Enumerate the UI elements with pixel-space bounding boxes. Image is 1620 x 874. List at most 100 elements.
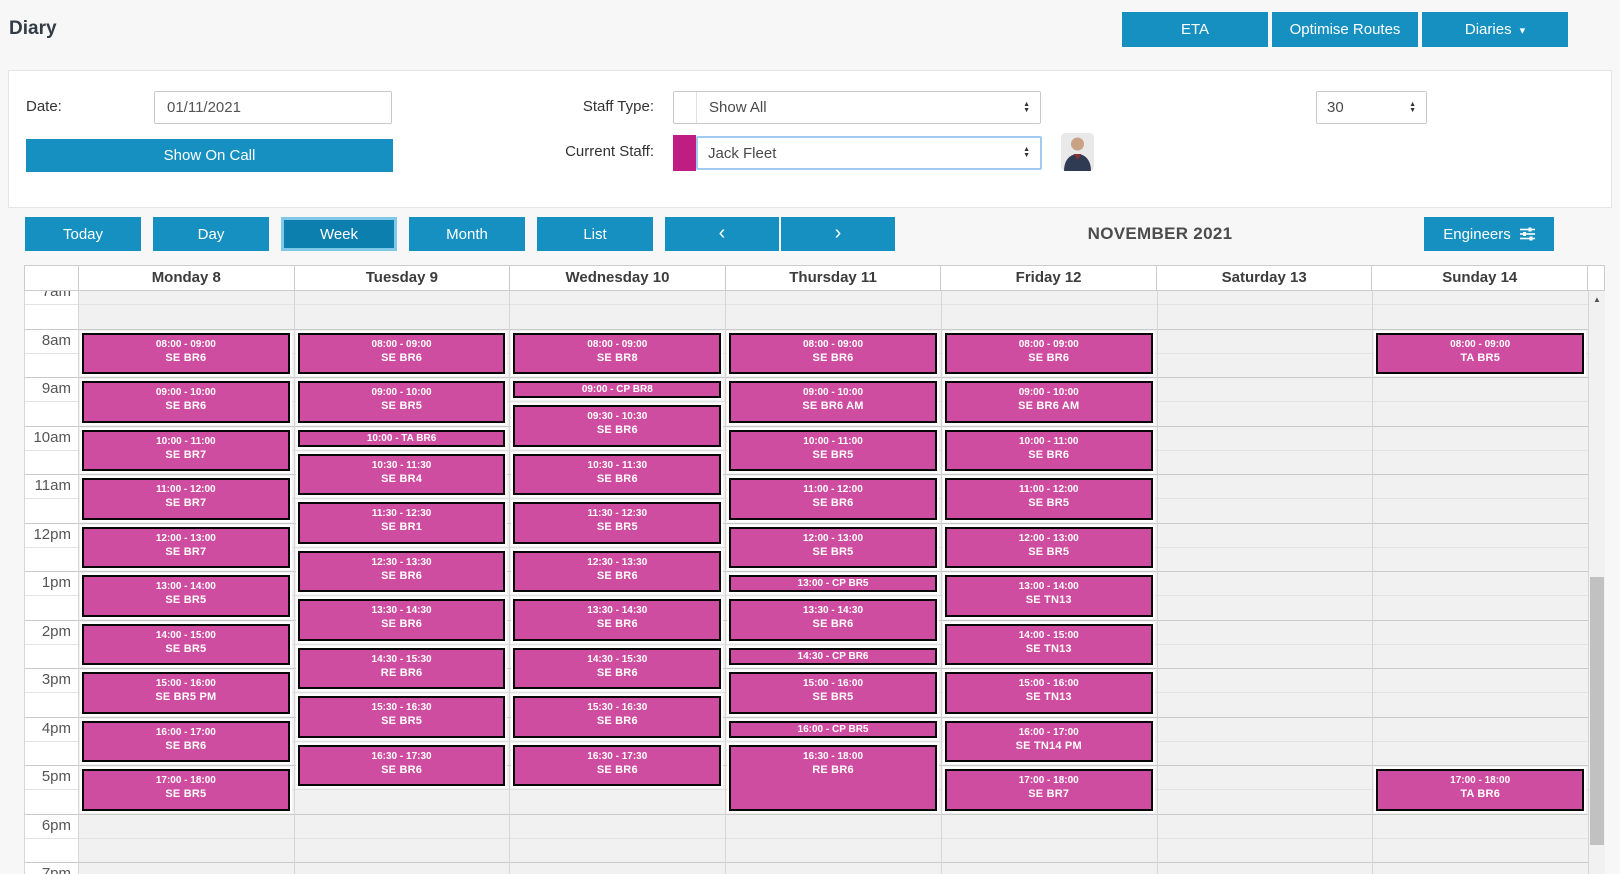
time-slot[interactable]: [79, 596, 294, 621]
calendar-event[interactable]: 09:00 - 10:00 SE BR5: [295, 379, 508, 425]
time-slot[interactable]: [1373, 669, 1589, 694]
time-slot[interactable]: [941, 402, 1157, 427]
time-slot[interactable]: [510, 718, 726, 742]
calendar-event[interactable]: 15:30 - 16:30 SE BR6: [511, 694, 724, 740]
time-slot[interactable]: [294, 839, 510, 863]
time-slot[interactable]: [941, 499, 1157, 524]
calendar-event[interactable]: 13:00 - 14:00 SE BR5: [80, 573, 292, 619]
time-slot[interactable]: [79, 291, 294, 306]
time-slot[interactable]: [510, 621, 726, 645]
time-slot[interactable]: [1157, 669, 1373, 694]
view-button-day[interactable]: Day: [153, 217, 269, 251]
time-slot[interactable]: [510, 839, 726, 863]
time-slot[interactable]: [1157, 839, 1373, 863]
calendar-event[interactable]: 09:00 - 10:00 SE BR6 AM: [942, 379, 1155, 425]
time-slot[interactable]: [1373, 718, 1589, 742]
time-slot[interactable]: [1157, 524, 1373, 548]
time-slot[interactable]: [941, 291, 1157, 306]
time-slot[interactable]: [726, 621, 941, 645]
time-slot[interactable]: [294, 572, 510, 597]
calendar-event[interactable]: 13:00 - CP BR5: [727, 573, 939, 595]
calendar-event[interactable]: 10:30 - 11:30 SE BR4: [295, 451, 508, 498]
time-slot[interactable]: [1157, 451, 1373, 475]
time-slot[interactable]: [1373, 790, 1589, 815]
calendar-event[interactable]: 15:00 - 16:00 SE BR5 PM: [80, 670, 292, 716]
time-slot[interactable]: [1157, 621, 1373, 645]
time-slot[interactable]: [294, 402, 510, 427]
calendar-event[interactable]: 11:00 - 12:00 SE BR6: [727, 476, 939, 522]
time-slot[interactable]: [510, 475, 726, 500]
time-slot[interactable]: [79, 548, 294, 572]
calendar-event[interactable]: 12:30 - 13:30 SE BR6: [295, 548, 508, 595]
view-button-week[interactable]: Week: [281, 217, 397, 251]
calendar-event[interactable]: 09:30 - 10:30 SE BR6: [511, 403, 724, 449]
engineers-button[interactable]: Engineers: [1424, 217, 1554, 251]
time-slot[interactable]: [1373, 291, 1589, 306]
calendar-event[interactable]: 09:00 - 10:00 SE BR6 AM: [727, 379, 939, 425]
calendar-event[interactable]: 16:30 - 18:00 RE BR6: [727, 742, 939, 813]
time-slot[interactable]: [726, 548, 941, 572]
calendar-event[interactable]: 14:00 - 15:00 SE BR5: [80, 621, 292, 667]
calendar-event[interactable]: 13:30 - 14:30 SE BR6: [727, 597, 939, 643]
time-slot[interactable]: [1158, 863, 1373, 874]
time-slot[interactable]: [726, 572, 941, 597]
time-slot[interactable]: [79, 499, 294, 524]
time-slot[interactable]: [1373, 451, 1589, 475]
time-slot[interactable]: [941, 815, 1157, 839]
calendar-event[interactable]: 11:00 - 12:00 SE BR5: [942, 476, 1155, 522]
time-slot[interactable]: [510, 766, 726, 791]
time-slot[interactable]: [1373, 621, 1589, 645]
calendar-event[interactable]: 17:00 - 18:00 TA BR6: [1374, 767, 1587, 813]
time-slot[interactable]: [1373, 378, 1589, 403]
time-slot[interactable]: [510, 291, 726, 306]
time-slot[interactable]: [1373, 596, 1589, 621]
time-slot[interactable]: [510, 669, 726, 694]
time-slot[interactable]: [941, 305, 1157, 330]
calendar-event[interactable]: 08:00 - 09:00 TA BR5: [1374, 330, 1587, 376]
time-slot[interactable]: [510, 354, 726, 378]
time-slot[interactable]: [1373, 305, 1589, 330]
time-slot[interactable]: [942, 863, 1157, 874]
calendar-event[interactable]: 16:30 - 17:30 SE BR6: [295, 742, 508, 789]
calendar-event[interactable]: 16:00 - CP BR5: [727, 718, 939, 740]
calendar-event[interactable]: 11:00 - 12:00 SE BR7: [80, 476, 292, 522]
time-slot[interactable]: [1373, 354, 1589, 378]
time-slot[interactable]: [1373, 499, 1589, 524]
time-slot[interactable]: [79, 790, 294, 815]
calendar-event[interactable]: 15:30 - 16:30 SE BR5: [295, 694, 508, 740]
time-slot[interactable]: [294, 427, 510, 451]
time-slot[interactable]: [1373, 693, 1589, 718]
time-slot[interactable]: [726, 790, 941, 815]
diaries-button[interactable]: Diaries ▾: [1422, 11, 1568, 47]
time-slot[interactable]: [1373, 402, 1589, 427]
calendar-event[interactable]: 15:00 - 16:00 SE BR5: [727, 670, 939, 716]
date-input[interactable]: [154, 91, 392, 124]
calendar-event[interactable]: 17:00 - 18:00 SE BR7: [942, 767, 1155, 813]
time-slot[interactable]: [510, 305, 726, 330]
time-slot[interactable]: [79, 402, 294, 427]
time-slot[interactable]: [726, 718, 941, 742]
time-slot[interactable]: [510, 815, 726, 839]
time-slot[interactable]: [510, 790, 726, 815]
eta-button[interactable]: ETA: [1122, 11, 1268, 47]
time-slot[interactable]: [941, 548, 1157, 572]
time-slot[interactable]: [1157, 742, 1373, 766]
time-slot[interactable]: [1157, 330, 1373, 354]
time-slot[interactable]: [294, 291, 510, 306]
time-slot[interactable]: [79, 305, 294, 330]
time-slot[interactable]: [1373, 572, 1589, 597]
staff-type-select[interactable]: Show All ▲ ▼: [673, 91, 1041, 124]
time-slot[interactable]: [294, 305, 510, 330]
time-slot[interactable]: [295, 863, 510, 874]
calendar-event[interactable]: 16:30 - 17:30 SE BR6: [511, 742, 724, 789]
vertical-scrollbar[interactable]: ▲: [1589, 291, 1605, 874]
calendar-event[interactable]: 08:00 - 09:00 SE BR6: [295, 330, 508, 376]
time-slot[interactable]: [726, 305, 941, 330]
calendar-event[interactable]: 09:00 - CP BR8: [511, 379, 724, 401]
time-slot[interactable]: [941, 451, 1157, 475]
calendar-event[interactable]: 17:00 - 18:00 SE BR5: [80, 767, 292, 813]
time-slot[interactable]: [1373, 863, 1588, 874]
page-size-select[interactable]: 30 ▲ ▼: [1316, 91, 1427, 124]
time-slot[interactable]: [510, 524, 726, 548]
calendar-event[interactable]: 10:00 - 11:00 SE BR5: [727, 427, 939, 473]
